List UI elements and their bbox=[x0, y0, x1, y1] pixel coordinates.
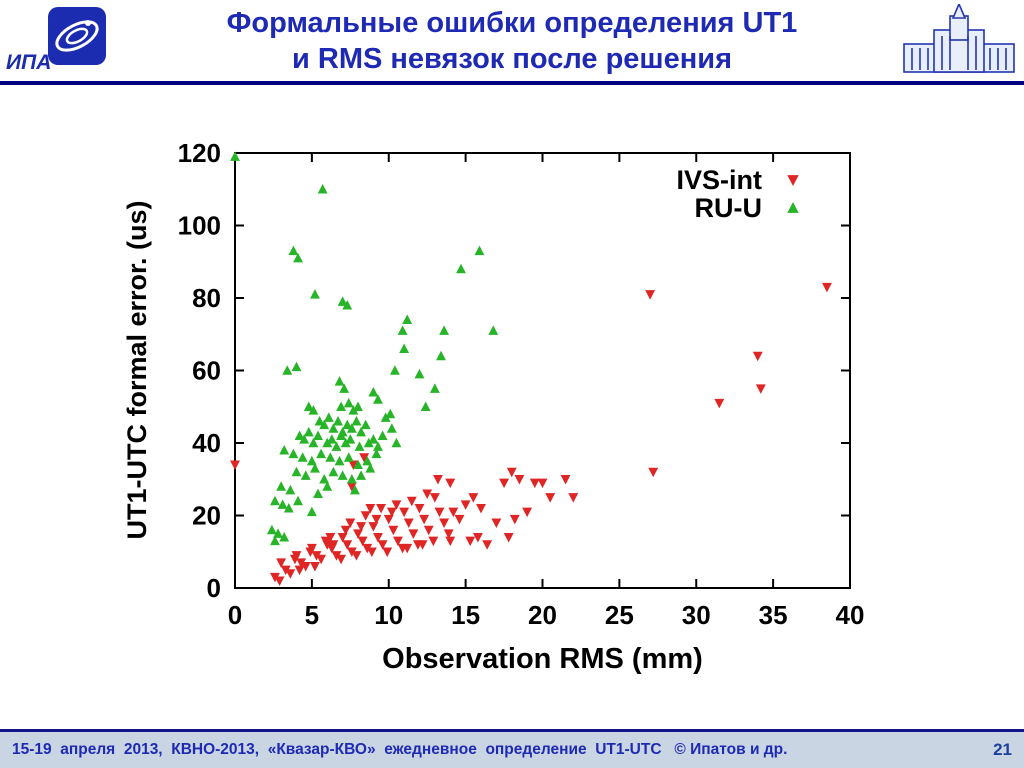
tick-labels: 0 5 10 15 20 25 30 35 40 0 20 40 60 80 100 120 bbox=[178, 138, 865, 630]
ipa-logo-square bbox=[48, 7, 106, 65]
y-axis-label: UT1-UTC formal error. (us) bbox=[122, 200, 152, 539]
svg-text:10: 10 bbox=[374, 600, 403, 630]
svg-text:80: 80 bbox=[192, 283, 221, 313]
building-icon bbox=[903, 4, 1015, 73]
ipa-logo-text: ИПА bbox=[6, 51, 51, 74]
footer: 15-19 апреля 2013, КВНО-2013, «Квазар-КВ… bbox=[0, 729, 1024, 768]
legend-marker-ivs-int bbox=[787, 175, 799, 186]
svg-text:40: 40 bbox=[836, 600, 865, 630]
scatter-chart: 0 5 10 15 20 25 30 35 40 0 20 40 60 80 100 120 Observati… bbox=[122, 138, 865, 675]
ipa-logo-dish-inner bbox=[65, 27, 89, 45]
legend-label-ru-u: RU-U bbox=[695, 193, 763, 223]
svg-text:60: 60 bbox=[192, 356, 221, 386]
slide-title: Формальные ошибки определения UT1 и RMS … bbox=[130, 5, 894, 77]
ipa-logo-icon: ИПА bbox=[6, 7, 106, 74]
svg-text:40: 40 bbox=[192, 428, 221, 458]
svg-text:25: 25 bbox=[605, 600, 634, 630]
slide-title-line1: Формальные ошибки определения UT1 bbox=[226, 7, 798, 39]
svg-text:35: 35 bbox=[759, 600, 788, 630]
legend-label-ivs-int: IVS-int bbox=[677, 165, 763, 195]
header: ИПА Формальные ошибки определения UT1 и … bbox=[0, 0, 1024, 85]
svg-text:5: 5 bbox=[305, 600, 319, 630]
svg-text:15: 15 bbox=[451, 600, 480, 630]
svg-text:30: 30 bbox=[682, 600, 711, 630]
svg-text:0: 0 bbox=[228, 600, 242, 630]
svg-text:0: 0 bbox=[207, 573, 221, 603]
ipa-logo-dish bbox=[55, 20, 99, 52]
svg-text:120: 120 bbox=[178, 138, 221, 168]
footer-citation: 15-19 апреля 2013, КВНО-2013, «Квазар-КВ… bbox=[12, 741, 788, 758]
svg-text:100: 100 bbox=[178, 211, 221, 241]
series-ivs-int bbox=[230, 282, 832, 586]
slide-title-line2: и RMS невязок после решения bbox=[292, 43, 732, 75]
svg-text:20: 20 bbox=[528, 600, 557, 630]
legend-marker-ru-u bbox=[787, 202, 799, 213]
svg-text:20: 20 bbox=[192, 501, 221, 531]
ipa-logo-dot bbox=[85, 20, 91, 26]
page-number: 21 bbox=[993, 740, 1012, 759]
series-ru-u bbox=[230, 151, 499, 546]
x-axis-label: Observation RMS (mm) bbox=[382, 643, 703, 675]
